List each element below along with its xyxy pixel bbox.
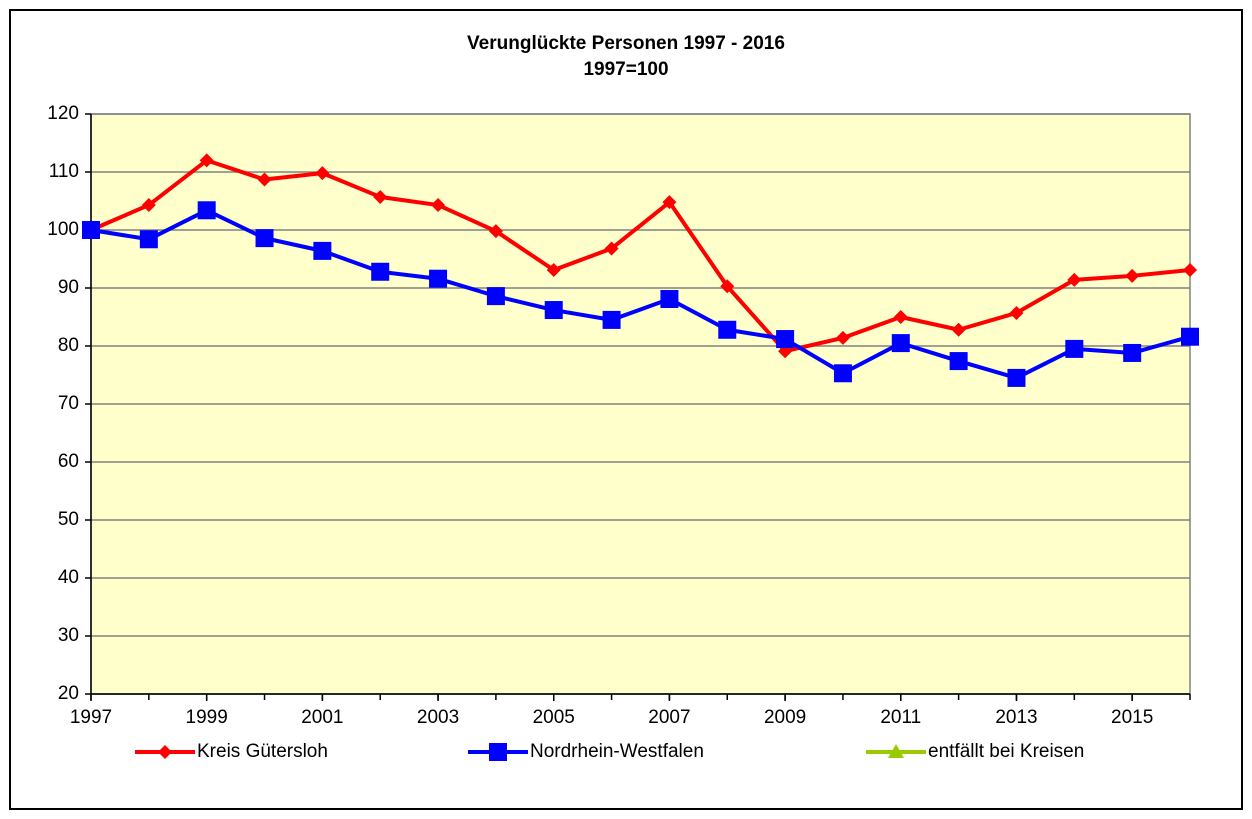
data-point: [949, 352, 968, 371]
series-line: [90, 208, 1191, 380]
data-point: [893, 310, 908, 324]
x-tick-label: 2007: [648, 707, 690, 728]
data-point: [1181, 327, 1199, 346]
data-point: [1125, 268, 1140, 283]
y-tick-label: 20: [58, 683, 79, 704]
data-point: [662, 195, 677, 210]
y-tick-label: 80: [58, 335, 79, 356]
data-point: [255, 229, 274, 248]
y-tick-label: 100: [47, 219, 79, 240]
data-point: [1009, 305, 1024, 320]
y-tick-label: 60: [58, 451, 79, 472]
data-point: [197, 201, 216, 220]
data-point: [660, 290, 679, 309]
x-tick-label: 2011: [880, 707, 921, 728]
x-tick-label: 2013: [995, 707, 1037, 728]
legend-label: Kreis Gütersloh: [197, 741, 328, 762]
y-tick-label: 30: [58, 625, 79, 646]
data-point: [720, 279, 735, 294]
data-point: [604, 241, 619, 256]
data-point: [315, 166, 330, 181]
y-tick-label: 50: [58, 509, 79, 530]
x-tick-label: 2001: [301, 707, 343, 728]
data-point: [488, 224, 503, 239]
data-point: [1065, 339, 1084, 358]
y-tick-label: 120: [47, 103, 79, 124]
data-point: [1183, 263, 1197, 278]
legend-marker: [489, 743, 507, 761]
data-point: [718, 320, 737, 339]
y-tick-label: 110: [49, 161, 79, 182]
data-point: [431, 198, 446, 213]
x-tick-label: 2009: [764, 707, 806, 728]
data-point: [891, 334, 910, 353]
data-point: [82, 221, 100, 239]
series-line: [90, 158, 1191, 354]
data-point: [833, 364, 852, 383]
legend-label: entfällt bei Kreisen: [928, 741, 1084, 762]
data-point: [371, 262, 390, 281]
legend-marker: [888, 744, 904, 758]
data-point: [835, 330, 850, 345]
data-point: [1123, 343, 1142, 362]
data-point: [429, 269, 448, 288]
data-point: [951, 322, 966, 337]
legend-label: Nordrhein-Westfalen: [530, 741, 704, 762]
data-point: [373, 189, 388, 204]
x-tick-label: 2015: [1111, 707, 1153, 728]
x-tick-label: 2005: [533, 707, 575, 728]
data-point: [544, 301, 563, 320]
chart-title: Verunglückte Personen 1997 - 2016: [467, 33, 785, 54]
data-point: [141, 198, 156, 213]
data-point: [1007, 368, 1026, 387]
legend-marker: [158, 745, 172, 759]
chart-subtitle: 1997=100: [583, 59, 668, 80]
data-point: [199, 153, 214, 168]
y-tick-label: 90: [58, 277, 79, 298]
data-point: [602, 310, 621, 329]
data-point: [486, 287, 505, 306]
y-tick-label: 70: [58, 393, 79, 414]
data-point: [139, 230, 158, 249]
data-point: [1067, 272, 1082, 287]
x-tick-label: 1997: [70, 707, 112, 728]
data-point: [546, 263, 561, 278]
x-tick-label: 1999: [186, 707, 228, 728]
data-point: [313, 241, 332, 260]
data-point: [776, 330, 795, 349]
data-point: [257, 172, 272, 187]
y-tick-label: 40: [58, 567, 79, 588]
x-tick-label: 2003: [417, 707, 459, 728]
